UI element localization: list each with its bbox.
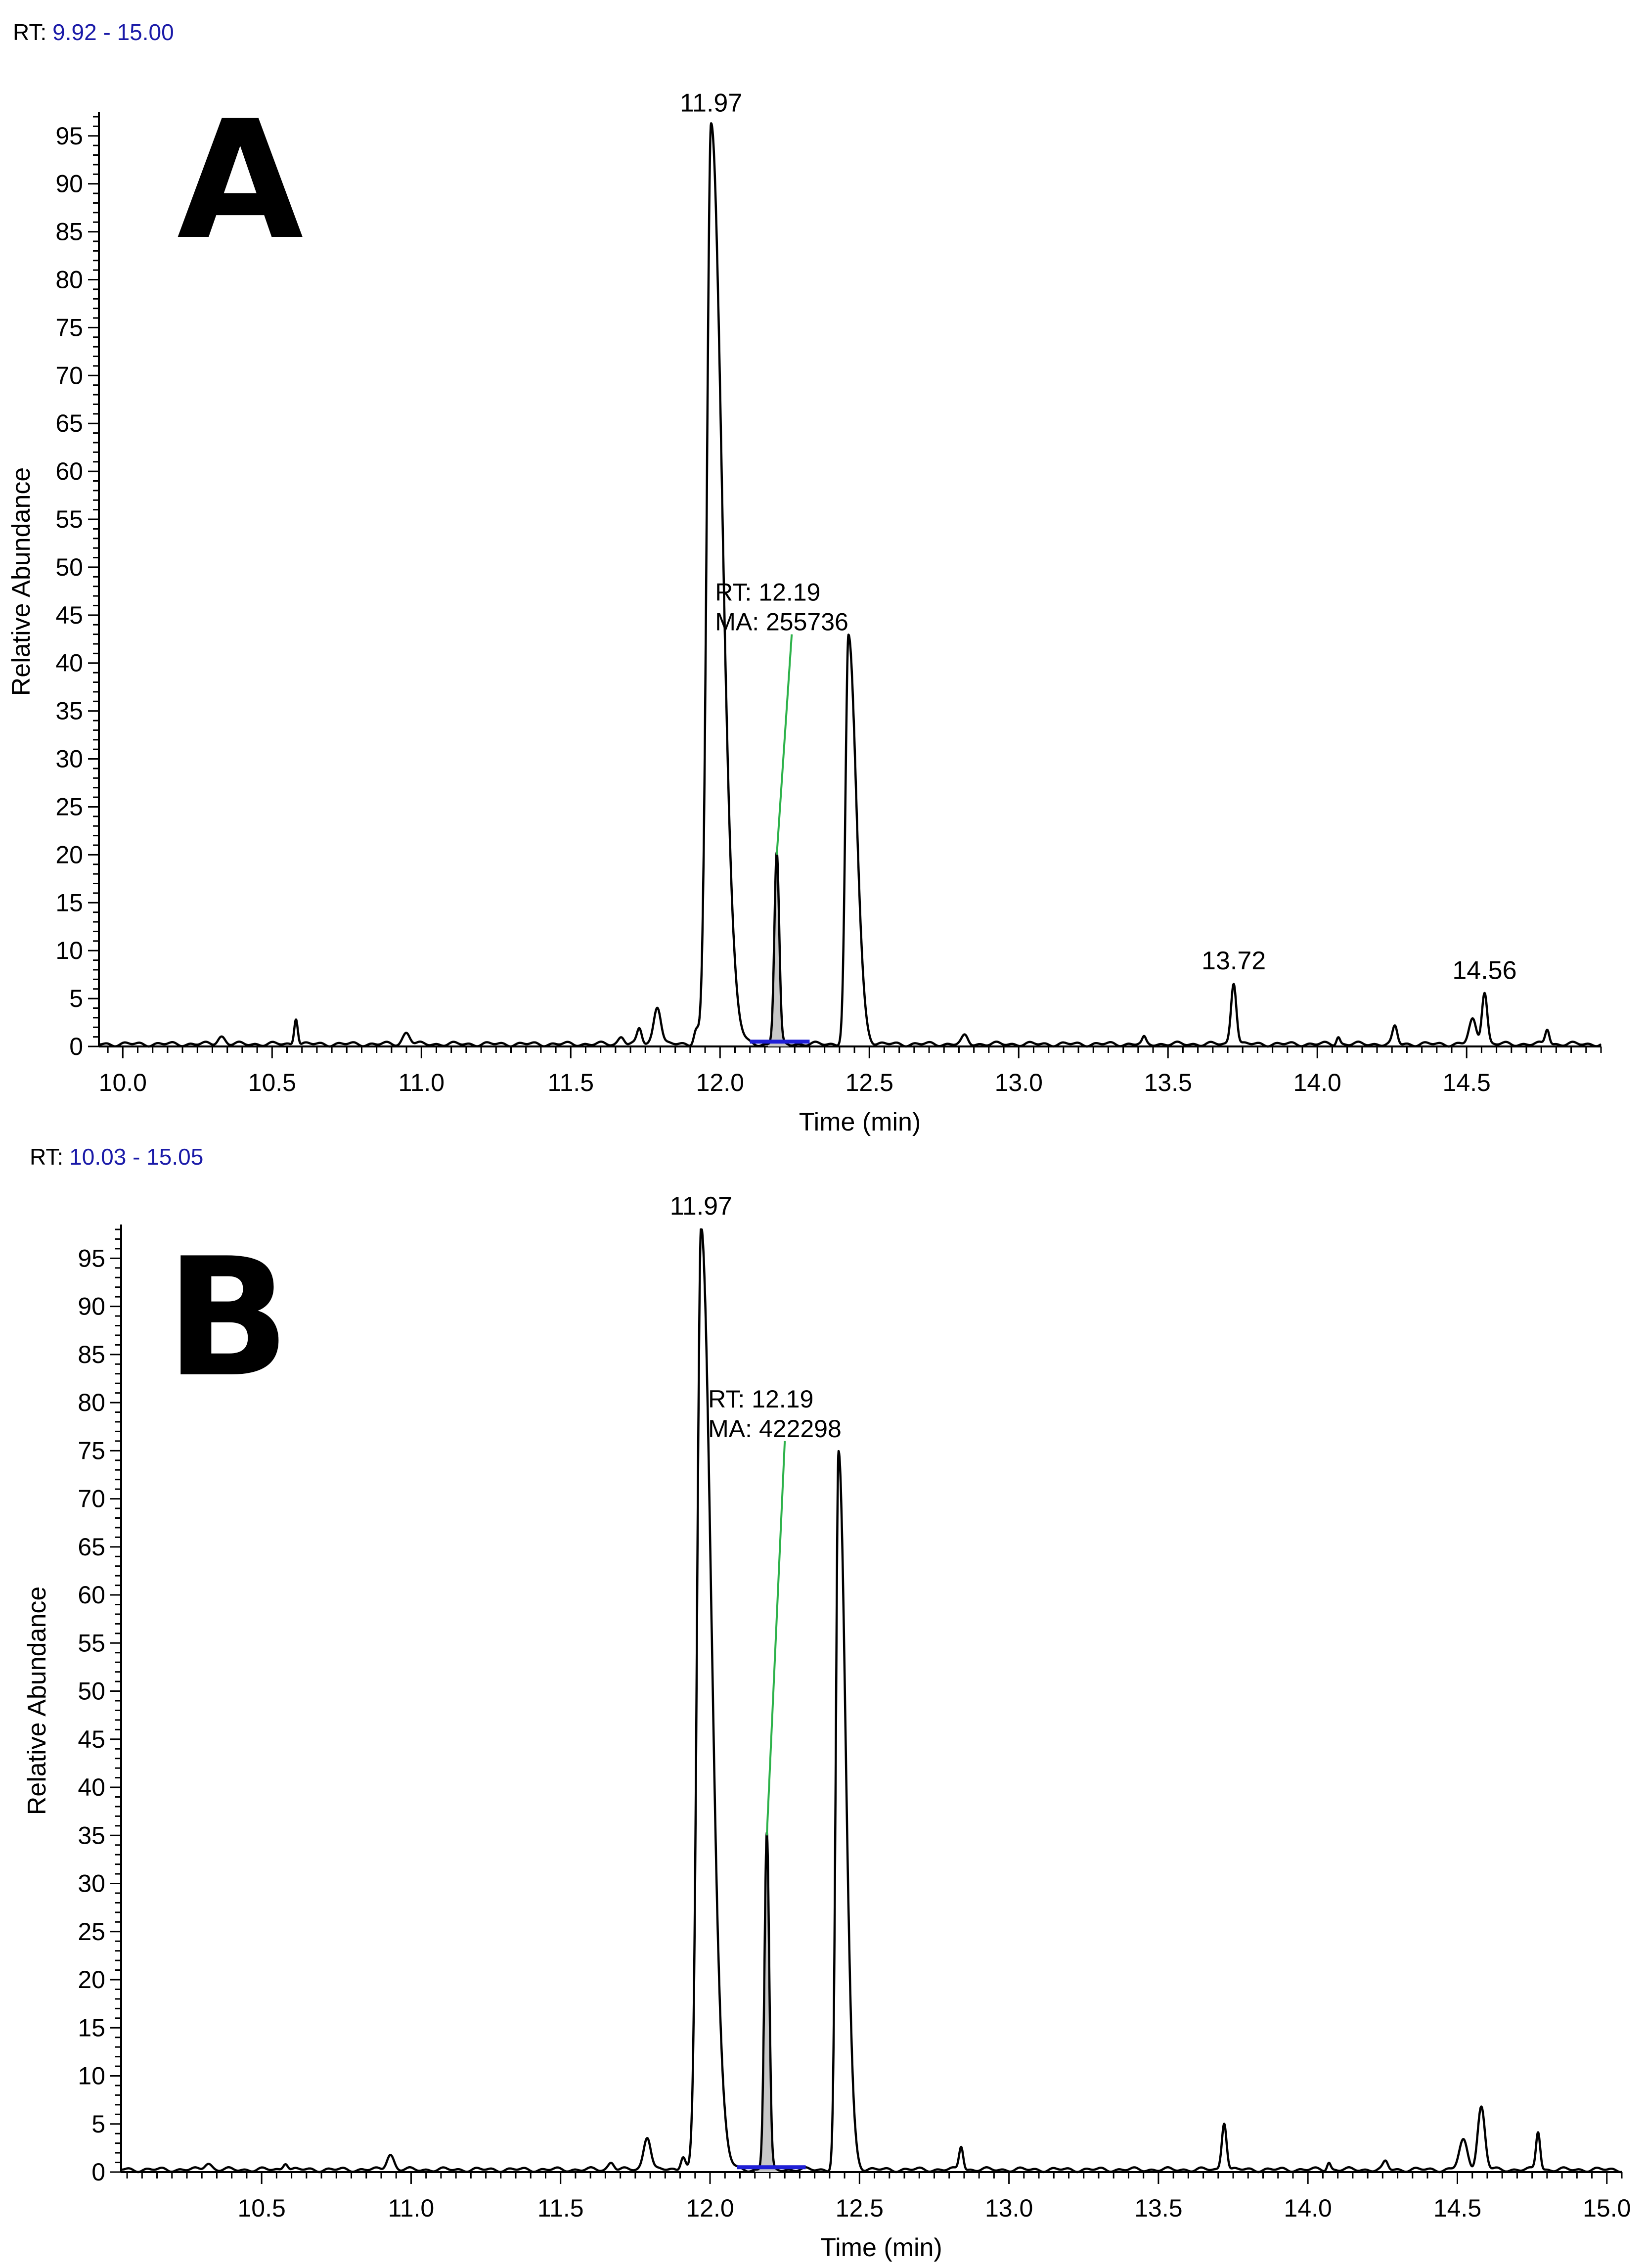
annotation-text: RT: 12.19 [715, 579, 820, 606]
panel-letter: B [166, 1223, 290, 1413]
y-tick-label: 55 [78, 1629, 105, 1657]
x-tick-label: 12.5 [836, 2194, 884, 2222]
x-tick-label: 13.5 [1144, 1069, 1192, 1096]
axes: 0 5 10 15 20 25 30 35 40 45 50 55 60 65 70 75 80 85 90 95 10… [7, 112, 1602, 1136]
y-tick-label: 95 [55, 122, 83, 150]
x-tick-label: 11.5 [537, 2194, 584, 2222]
x-tick-label: 10.5 [248, 1069, 296, 1096]
x-tick-label: 15.0 [1583, 2194, 1631, 2222]
chromatogram-trace [98, 122, 1602, 1048]
y-tick-label: 20 [78, 1966, 105, 1994]
x-tick-label: 12.0 [686, 2194, 734, 2222]
annotation-text: MA: 422298 [708, 1415, 842, 1443]
y-tick-label: 80 [78, 1389, 105, 1416]
y-tick-label: 25 [78, 1918, 105, 1946]
y-tick-label: 0 [69, 1033, 83, 1060]
chromatogram-plot: 0 5 10 15 20 25 30 35 40 45 50 55 60 65 70 75 80 85 90 95 10… [7, 89, 1602, 1136]
rt-range-prefix: RT: [13, 19, 47, 45]
y-tick-label: 5 [91, 2110, 105, 2138]
rt-range-value: 9.92 - 15.00 [52, 19, 174, 45]
y-tick-label: 35 [78, 1821, 105, 1849]
x-tick-label: 14.0 [1293, 1069, 1341, 1096]
y-tick-label: 50 [78, 1678, 105, 1705]
y-tick-label: 65 [78, 1533, 105, 1561]
y-tick-label: 0 [91, 2158, 105, 2186]
x-tick-label: 14.5 [1433, 2194, 1481, 2222]
x-tick-label: 11.5 [547, 1069, 594, 1096]
y-tick-label: 80 [55, 266, 83, 293]
y-tick-label: 85 [78, 1341, 105, 1368]
x-axis-title: Time (min) [799, 1108, 921, 1136]
annotation-leader-line [776, 634, 793, 855]
x-tick-label: 14.0 [1284, 2194, 1332, 2222]
peak-label: 11.97 [680, 89, 742, 117]
x-tick-label: 14.5 [1443, 1069, 1491, 1096]
y-tick-label: 25 [55, 793, 83, 820]
y-tick-label: 75 [78, 1437, 105, 1464]
chromatogram-plot: 0 5 10 15 20 25 30 35 40 45 50 55 60 65 70 75 80 85 90 95 10… [23, 1192, 1631, 2262]
y-tick-label: 10 [78, 2062, 105, 2090]
peak-label: 13.72 [1202, 947, 1266, 975]
integrated-peak-area [755, 1832, 782, 2172]
y-tick-label: 50 [55, 553, 83, 581]
y-tick-label: 70 [78, 1485, 105, 1513]
y-axis-title: Relative Abundance [23, 1587, 51, 1815]
x-tick-label: 13.0 [985, 2194, 1033, 2222]
y-tick-label: 60 [78, 1581, 105, 1609]
y-tick-label: 40 [78, 1773, 105, 1801]
y-tick-label: 30 [55, 745, 83, 773]
y-tick-label: 90 [78, 1293, 105, 1320]
y-tick-label: 90 [55, 170, 83, 198]
y-tick-label: 15 [55, 889, 83, 916]
y-tick-label: 95 [78, 1244, 105, 1272]
y-tick-label: 85 [55, 218, 83, 246]
y-axis-title: Relative Abundance [7, 467, 36, 696]
x-tick-label: 12.0 [696, 1069, 744, 1096]
y-tick-label: 45 [55, 601, 83, 629]
x-tick-label: 10.5 [237, 2194, 285, 2222]
rt-range-value: 10.03 - 15.05 [69, 1144, 204, 1170]
peak-label: 14.56 [1452, 956, 1516, 985]
y-tick-label: 30 [78, 1870, 105, 1898]
x-tick-label: 13.5 [1134, 2194, 1182, 2222]
annotation-leader-line [765, 1441, 786, 1836]
y-tick-label: 70 [55, 362, 83, 389]
annotation-text: RT: 12.19 [708, 1385, 813, 1413]
y-tick-label: 20 [55, 841, 83, 868]
rt-range-label: RT: 10.03 - 15.05 [30, 1143, 203, 1170]
y-tick-label: 65 [55, 409, 83, 437]
y-tick-label: 75 [55, 314, 83, 341]
x-tick-label: 11.0 [398, 1069, 445, 1096]
x-tick-label: 12.5 [846, 1069, 893, 1096]
x-tick-label: 13.0 [995, 1069, 1043, 1096]
axes: 0 5 10 15 20 25 30 35 40 45 50 55 60 65 70 75 80 85 90 95 10… [23, 1225, 1631, 2262]
y-tick-label: 15 [78, 2014, 105, 2041]
rt-range-label: RT: 9.92 - 15.00 [13, 19, 174, 45]
panel-letter: A [177, 86, 304, 275]
y-tick-label: 60 [55, 457, 83, 485]
y-tick-label: 35 [55, 697, 83, 725]
y-tick-label: 55 [55, 505, 83, 533]
chromatogram-trace [120, 1228, 1623, 2174]
y-tick-label: 5 [69, 985, 83, 1012]
annotation-text: MA: 255736 [715, 608, 848, 636]
x-tick-label: 11.0 [388, 2194, 435, 2222]
y-tick-label: 10 [55, 937, 83, 964]
x-axis-title: Time (min) [820, 2233, 942, 2262]
y-tick-label: 45 [78, 1725, 105, 1753]
y-tick-label: 40 [55, 649, 83, 677]
x-tick-label: 10.0 [99, 1069, 147, 1096]
peak-label: 11.97 [670, 1192, 732, 1221]
rt-range-prefix: RT: [30, 1144, 64, 1170]
